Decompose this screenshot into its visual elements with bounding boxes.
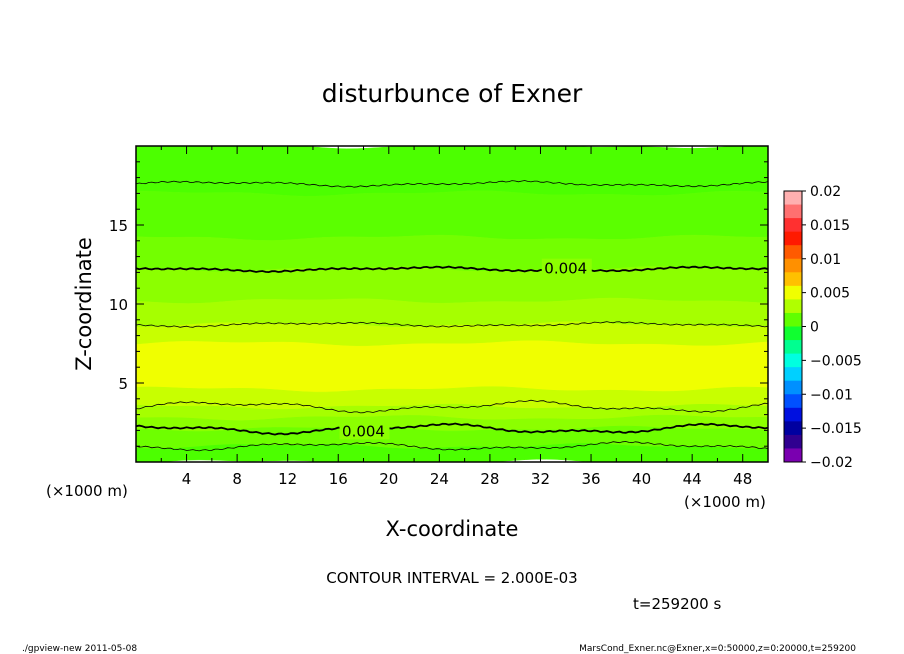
x-axis-ticks: 4 8 12 16 20 24 28 32 36 40 44 48 bbox=[160, 146, 752, 488]
x-tick-label: 24 bbox=[430, 470, 449, 488]
x-tick-label: 12 bbox=[278, 470, 297, 488]
colorbar-segment bbox=[784, 191, 802, 206]
contour-label: 0.004 bbox=[342, 422, 385, 440]
y-tick-label: 5 bbox=[118, 375, 128, 393]
contour-line bbox=[136, 321, 768, 328]
colorbar-segment bbox=[784, 448, 802, 463]
colorbar-segment bbox=[784, 272, 802, 287]
chart-title: disturbunce of Exner bbox=[322, 79, 583, 108]
colorbar-tick-label: 0.01 bbox=[810, 252, 841, 268]
plot-area bbox=[136, 146, 768, 462]
colorbar-segment bbox=[784, 326, 802, 341]
colorbar-segment bbox=[784, 340, 802, 355]
x-tick-label: 8 bbox=[232, 470, 242, 488]
colorbar-tick-label: −0.02 bbox=[810, 455, 853, 471]
colorbar-tick-label: 0.02 bbox=[810, 184, 841, 200]
colorbar-segment bbox=[784, 380, 802, 395]
shading-band bbox=[136, 340, 768, 393]
colorbar-tick-label: 0.015 bbox=[810, 218, 850, 234]
shading-band bbox=[136, 190, 768, 241]
x-tick-label: 20 bbox=[379, 470, 398, 488]
x-unit-label-left: (×1000 m) bbox=[46, 482, 128, 500]
colorbar-segment bbox=[784, 421, 802, 436]
y-tick-label: 10 bbox=[109, 296, 128, 314]
x-axis-label: X-coordinate bbox=[386, 517, 519, 541]
shading-band bbox=[136, 443, 768, 462]
contour-line bbox=[136, 422, 768, 436]
contour-label-bg bbox=[541, 258, 592, 277]
colorbar-tick-label: −0.01 bbox=[810, 387, 853, 403]
x-unit-label-right: (×1000 m) bbox=[684, 493, 766, 511]
colorbar-segment bbox=[784, 218, 802, 233]
x-tick-label: 4 bbox=[182, 470, 192, 488]
colorbar-segment bbox=[784, 285, 802, 300]
colorbar-tick-label: 0 bbox=[810, 320, 819, 336]
contour-line bbox=[136, 399, 768, 414]
x-tick-label: 28 bbox=[480, 470, 499, 488]
contour-labels: 0.004 0.004 bbox=[339, 258, 592, 440]
y-tick-label: 15 bbox=[109, 217, 128, 235]
x-tick-label: 32 bbox=[531, 470, 550, 488]
x-tick-label: 16 bbox=[329, 470, 348, 488]
contour-label: 0.004 bbox=[544, 260, 587, 278]
colorbar-ticks: 0.02 0.015 0.01 0.005 0 −0.005 −0.01 −0.015 −0.0… bbox=[802, 184, 862, 471]
shading-bands bbox=[136, 146, 768, 462]
y-axis-label: Z-coordinate bbox=[72, 237, 96, 371]
contour-label-bg bbox=[339, 421, 390, 440]
shading-band bbox=[136, 146, 768, 197]
colorbar-segment bbox=[784, 245, 802, 260]
footer-right: MarsCond_Exner.nc@Exner,x=0:50000,z=0:20… bbox=[579, 644, 856, 654]
x-tick-label: 44 bbox=[683, 470, 702, 488]
contour-line bbox=[136, 265, 768, 274]
contour-interval-text: CONTOUR INTERVAL = 2.000E-03 bbox=[326, 569, 577, 587]
colorbar-segment bbox=[784, 434, 802, 449]
colorbar-segment bbox=[784, 353, 802, 368]
colorbar-tick-label: 0.005 bbox=[810, 286, 850, 302]
colorbar bbox=[784, 191, 802, 463]
y-axis-ticks: 5 10 15 bbox=[109, 161, 768, 447]
time-text: t=259200 s bbox=[633, 595, 721, 613]
colorbar-segment bbox=[784, 231, 802, 246]
colorbar-segment bbox=[784, 367, 802, 382]
contour-lines bbox=[136, 180, 768, 452]
colorbar-segment bbox=[784, 312, 802, 327]
shading-band bbox=[136, 266, 768, 304]
colorbar-tick-label: −0.005 bbox=[810, 353, 862, 369]
contour-line bbox=[136, 180, 768, 188]
x-tick-label: 36 bbox=[581, 470, 600, 488]
x-tick-label: 40 bbox=[632, 470, 651, 488]
colorbar-segment bbox=[784, 204, 802, 219]
x-tick-label: 48 bbox=[733, 470, 752, 488]
colorbar-segment bbox=[784, 407, 802, 422]
contour-line bbox=[136, 441, 768, 452]
colorbar-segment bbox=[784, 299, 802, 314]
colorbar-tick-label: −0.015 bbox=[810, 421, 862, 437]
colorbar-segment bbox=[784, 394, 802, 409]
footer-left: ./gpview-new 2011-05-08 bbox=[22, 644, 137, 654]
colorbar-segment bbox=[784, 258, 802, 273]
